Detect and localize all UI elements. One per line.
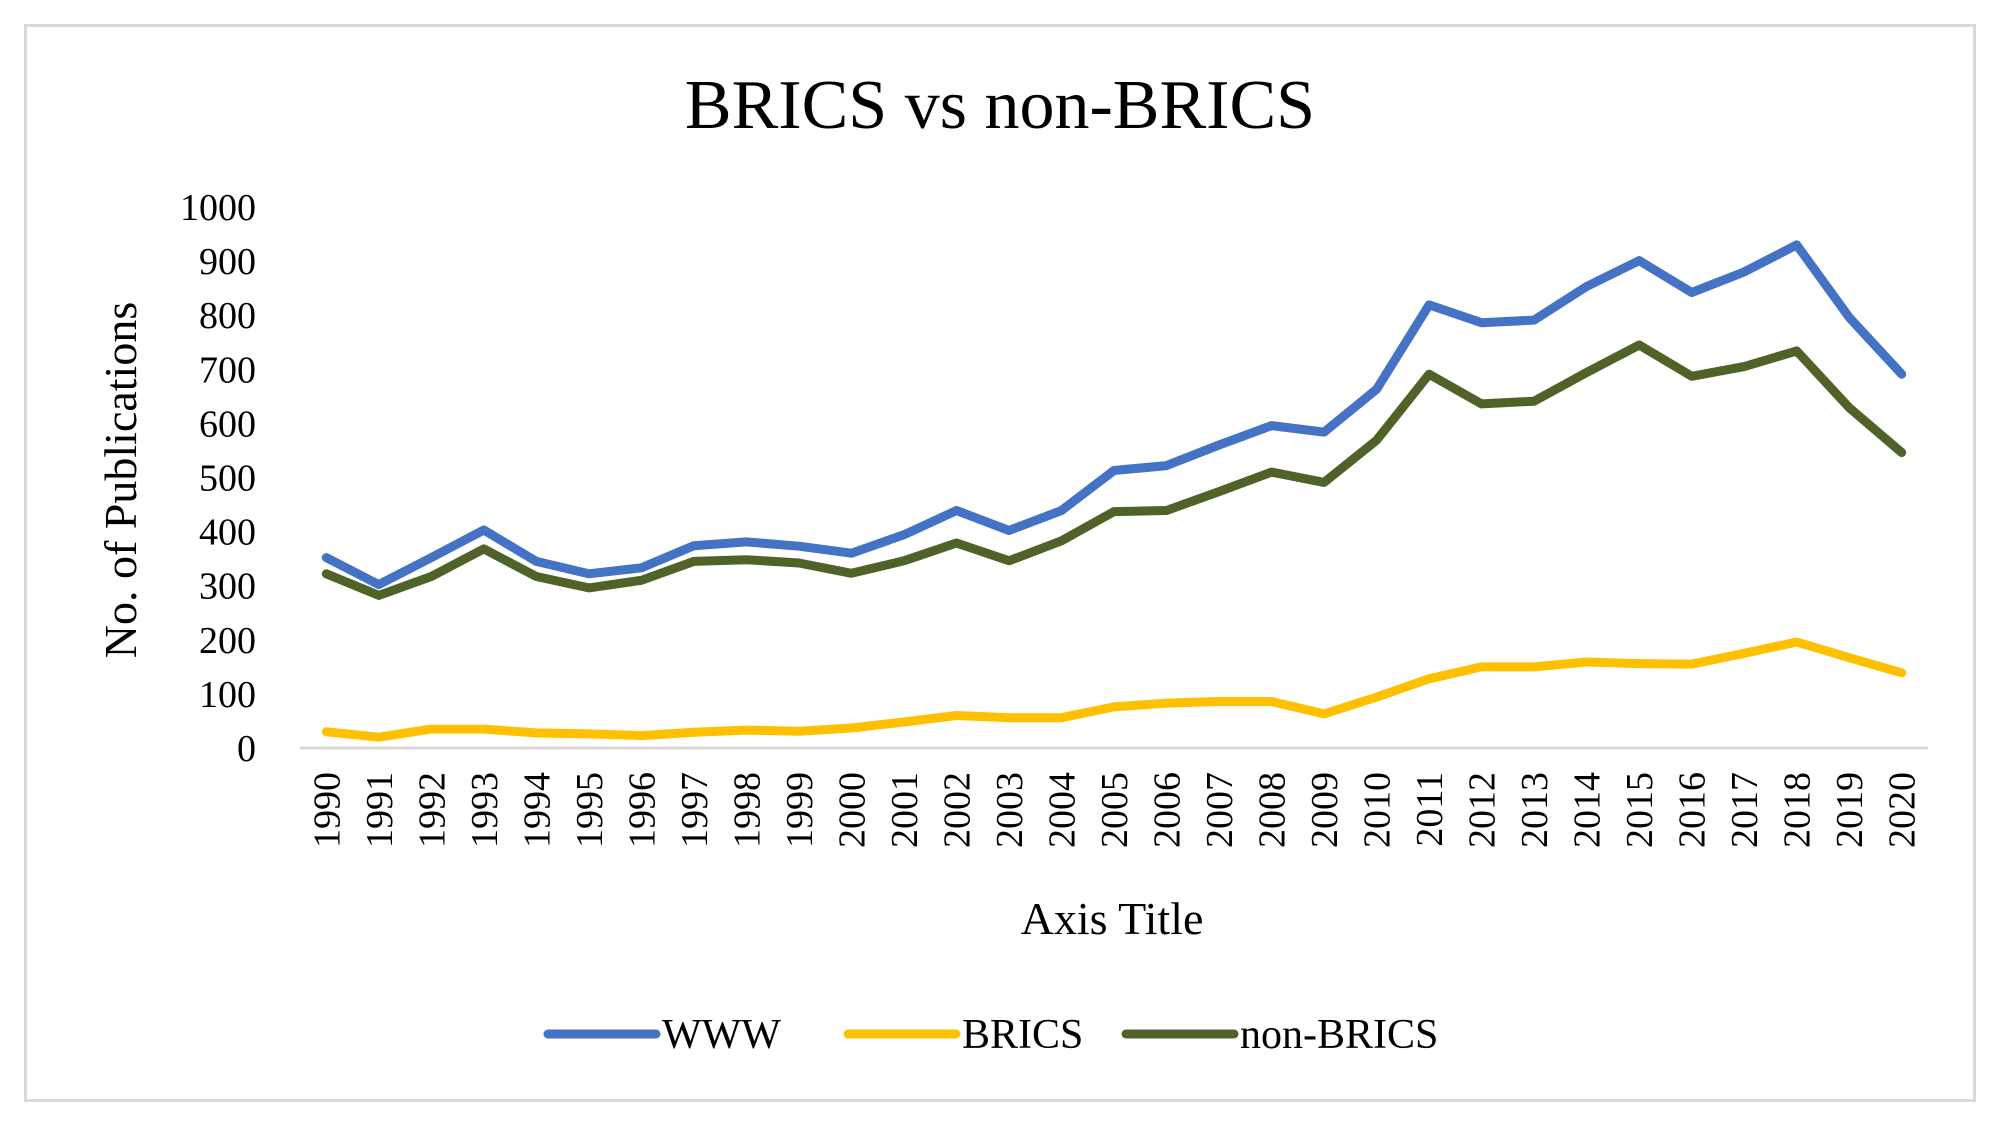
y-tick-label: 900 — [199, 241, 256, 283]
x-tick-label: 2004 — [1041, 772, 1083, 848]
y-tick-label: 200 — [199, 620, 256, 662]
x-tick-label: 2019 — [1829, 772, 1871, 848]
y-tick-label: 100 — [199, 674, 256, 716]
legend-label-non-brics: non-BRICS — [1240, 1012, 1438, 1058]
y-axis-title: No. of Publications — [95, 302, 146, 658]
y-tick-label: 800 — [199, 295, 256, 337]
x-tick-label: 1991 — [359, 772, 401, 848]
x-tick-label: 2000 — [831, 772, 873, 848]
x-tick-label: 2011 — [1409, 772, 1451, 847]
x-tick-label: 1994 — [516, 772, 558, 848]
x-tick-label: 1995 — [569, 772, 611, 848]
y-tick-labels: 0 100 200 300 400 500 600 700 800 900 1000 — [180, 187, 256, 770]
x-tick-label: 1990 — [306, 772, 348, 848]
x-tick-label: 2008 — [1252, 772, 1294, 848]
x-tick-label: 2010 — [1357, 772, 1399, 848]
series-line-non-brics — [321, 340, 1907, 600]
x-tick-label: 2012 — [1462, 772, 1504, 848]
x-tick-label: 2017 — [1724, 772, 1766, 848]
x-tick-label: 2002 — [936, 772, 978, 848]
x-tick-label: 2006 — [1147, 772, 1189, 848]
series-line-www — [321, 240, 1907, 590]
x-tick-label: 2014 — [1567, 772, 1609, 848]
x-tick-label: 1997 — [674, 772, 716, 848]
x-tick-label: 2015 — [1619, 772, 1661, 848]
x-tick-labels: 1990 1991 1992 1993 1994 1995 1996 1997 1998 1999… — [306, 772, 1923, 848]
x-axis-title: Axis Title — [1021, 893, 1204, 944]
x-tick-label: 2001 — [884, 772, 926, 848]
x-tick-label: 1999 — [779, 772, 821, 848]
chart-frame — [24, 24, 1976, 1102]
legend-label-www: WWW — [662, 1012, 781, 1058]
x-tick-label: 2020 — [1882, 772, 1924, 848]
chart-title: BRICS vs non-BRICS — [685, 67, 1315, 144]
y-tick-label: 600 — [199, 403, 256, 445]
x-tick-label: 1996 — [621, 772, 663, 848]
y-tick-label: 300 — [199, 566, 256, 608]
series-lines — [321, 240, 1907, 742]
x-tick-label: 2009 — [1304, 772, 1346, 848]
y-tick-label: 1000 — [180, 187, 256, 229]
x-tick-label: 2007 — [1199, 772, 1241, 848]
x-tick-label: 1998 — [726, 772, 768, 848]
x-tick-label: 2003 — [989, 772, 1031, 848]
x-tick-label: 1992 — [411, 772, 453, 848]
x-tick-label: 2016 — [1672, 772, 1714, 848]
series-line-brics — [321, 637, 1907, 742]
legend-label-brics: BRICS — [962, 1012, 1083, 1058]
legend: WWW BRICS non-BRICS — [543, 1012, 1438, 1058]
x-tick-label: 1993 — [464, 772, 506, 848]
y-tick-label: 400 — [199, 512, 256, 554]
y-tick-label: 700 — [199, 349, 256, 391]
y-tick-label: 0 — [237, 728, 256, 770]
x-tick-label: 2018 — [1777, 772, 1819, 848]
x-tick-label: 2005 — [1094, 772, 1136, 848]
y-tick-label: 500 — [199, 458, 256, 500]
x-tick-label: 2013 — [1514, 772, 1556, 848]
